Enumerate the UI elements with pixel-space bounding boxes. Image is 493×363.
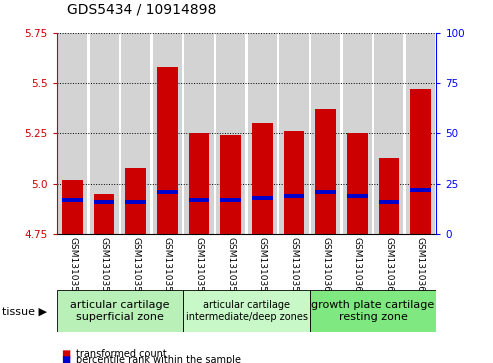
Text: transformed count: transformed count [76,349,167,359]
Bar [121,33,150,234]
Bar [410,89,431,234]
Bar [189,133,210,234]
Bar [410,188,431,192]
Bar [316,190,336,193]
Bar [153,33,182,234]
Bar [90,33,119,234]
Text: percentile rank within the sample: percentile rank within the sample [76,355,242,363]
Bar [310,290,436,332]
Text: articular cartilage
superficial zone: articular cartilage superficial zone [70,301,170,322]
Bar [216,33,245,234]
Bar [126,168,146,234]
Bar [157,190,177,193]
Bar [57,290,183,332]
Bar [220,135,241,234]
Text: ■: ■ [62,355,71,363]
Text: GDS5434 / 10914898: GDS5434 / 10914898 [67,2,216,16]
Bar [379,200,399,204]
Bar [347,194,367,198]
Bar [283,194,304,198]
Bar [252,123,273,234]
Bar [379,158,399,234]
Text: tissue ▶: tissue ▶ [2,306,47,316]
Bar [252,196,273,200]
Bar [280,33,309,234]
Bar [406,33,435,234]
Bar [94,194,114,234]
Bar [157,67,177,234]
Bar [248,33,277,234]
Bar [316,109,336,234]
Bar [374,33,403,234]
Bar [62,180,83,234]
Bar [58,33,87,234]
Bar [94,200,114,204]
Text: growth plate cartilage
resting zone: growth plate cartilage resting zone [312,301,435,322]
Bar [189,198,210,202]
Bar [343,33,372,234]
Bar [283,131,304,234]
Bar [183,290,310,332]
Text: ■: ■ [62,349,71,359]
Bar [311,33,340,234]
Bar [126,200,146,204]
Bar [347,133,367,234]
Bar [62,198,83,202]
Bar [184,33,213,234]
Text: articular cartilage
intermediate/deep zones: articular cartilage intermediate/deep zo… [185,301,308,322]
Bar [220,198,241,202]
